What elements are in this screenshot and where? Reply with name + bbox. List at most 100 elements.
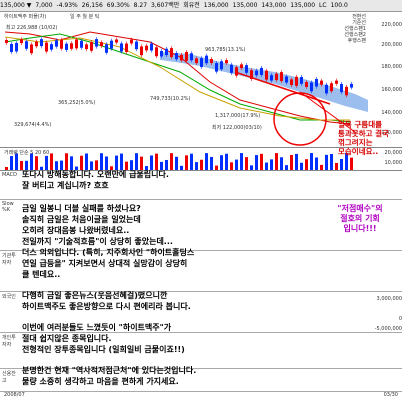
volume-bars <box>5 153 353 170</box>
volume-bar <box>100 153 103 170</box>
volume-bar <box>310 153 313 170</box>
axis-160000: 160,000 <box>381 87 402 93</box>
volume-bar <box>125 161 128 170</box>
volume-bar <box>240 153 243 170</box>
volume-bar <box>275 153 278 170</box>
annotation-line-9: 클 텐데요.. <box>22 270 61 279</box>
macd-label: MACD <box>2 172 17 178</box>
legend-base: 기준선 <box>352 20 366 26</box>
foreign-panel[interactable]: 외국인 <box>0 292 402 333</box>
annotation-line-3: 금일 일봉니 더블 실패를 하셨나요? <box>22 204 141 213</box>
cloud-note: 일목 구름대를 통과못하고 결국 꺾그려지는 모습이네요.. <box>338 120 389 156</box>
highlight-circle <box>273 92 327 146</box>
annotation-line-11: 하이트맥주도 좋은방향으로 다시 편에리라 봅니다. <box>22 302 191 311</box>
date-start: 2008/07 <box>4 392 25 398</box>
toolbar-item: 26,156 <box>81 2 103 9</box>
volume-bar <box>265 162 268 170</box>
macd-panel[interactable]: MACD <box>0 171 402 200</box>
volume-bar <box>235 159 238 170</box>
toolbar-item: 135,000 <box>290 2 316 9</box>
axis-120000: 120,000 <box>381 130 402 136</box>
volume-bar <box>350 157 353 170</box>
volume-bar <box>220 155 223 170</box>
legend-conversion: 전환선 <box>352 14 366 20</box>
volume-bar <box>200 159 203 170</box>
annotation-line-1: 또다시 방해동합니다. 오랜만에 급울립니다. <box>22 170 169 179</box>
toolbar-item: 143,000 <box>261 2 287 9</box>
price-label-5: 1,317,000(17.9%) <box>215 113 261 119</box>
volume-bar <box>290 154 293 170</box>
trend-arrow <box>234 71 331 105</box>
volume-bar <box>90 161 93 170</box>
volume-bar <box>190 153 193 170</box>
legend-span1: 선행스팬1 <box>344 26 366 32</box>
investor-label: 기관투자자 <box>2 253 16 266</box>
volume-bar <box>280 157 283 170</box>
volume-bar <box>85 153 88 170</box>
credit-panel[interactable]: 신용잔고 <box>0 369 402 392</box>
stoch-label: Slow %K <box>2 201 14 213</box>
toolbar-item: 69.30% <box>106 2 130 9</box>
legend-span2: 선행스팬2 <box>344 32 366 38</box>
volume-bar <box>175 156 178 170</box>
period-tabs[interactable]: 일 주 월 분 틱 <box>70 14 100 20</box>
volume-panel[interactable]: 거래량 단순 5 20 60 20,000 10,000 <box>0 148 402 171</box>
volume-bar <box>155 153 158 170</box>
price-label-3: 963,785(13.1%) <box>205 47 246 53</box>
volume-bar <box>25 160 28 170</box>
ichimoku-cloud <box>160 52 368 112</box>
investor-panel[interactable]: 기관투자자 <box>0 251 402 292</box>
volume-bar <box>215 165 218 170</box>
volume-bar <box>345 153 348 170</box>
lower-axis-2: 0 <box>398 316 402 322</box>
toolbar-item: 135,000 ▼ <box>0 2 32 9</box>
volume-bar <box>225 153 228 170</box>
volume-bar <box>320 164 323 170</box>
volume-bar <box>325 154 328 170</box>
volume-bar <box>70 156 73 170</box>
volume-bar <box>115 155 118 170</box>
date-end: 03/30 <box>383 392 398 398</box>
candle-chart-panel[interactable]: 하이트맥주 퍼플(차) 일 주 월 분 틱 최고 226,988 (10/02)… <box>0 12 402 148</box>
annotation-line-15: 분명한건 현재 "역사적저점근처"에 있다는것입니다. <box>22 366 197 375</box>
annotation-line-14: 전형적인 장투종목입니다 (일희일비 금물이죠!!) <box>22 345 185 354</box>
volume-bar <box>135 153 138 170</box>
volume-bar <box>10 156 13 170</box>
toolbar-item: 3,607백만 <box>151 2 180 9</box>
volume-bar <box>40 166 43 170</box>
stoch-panel[interactable]: Slow %K <box>0 200 402 251</box>
price-label-1: 365,252(5.0%) <box>58 100 96 106</box>
candles <box>5 37 353 98</box>
volume-bar <box>195 162 198 170</box>
price-label-2: 329,674(4.4%) <box>14 122 52 128</box>
chart-title: 하이트맥주 퍼플(차) <box>4 14 47 20</box>
annotation-line-4: 솔직히 금일은 처음이글을 일었는데 <box>22 215 141 224</box>
volume-bar <box>160 161 163 170</box>
quote-toolbar: 135,000 ▼ 7,000 -4.93% 26,156 69.30% 8.27 3,60… <box>0 0 402 12</box>
volume-bar <box>35 156 38 170</box>
high-price-label: 최고 226,988 (10/02) <box>6 25 58 31</box>
volume-bar <box>180 165 183 170</box>
annotation-line-7: 더스 의외입니다. (특히, 지주회사인 "하이트홀딩스 <box>22 248 195 257</box>
low-price-label: 최저 122,000(03/10) <box>212 125 262 131</box>
volume-bar <box>5 167 8 170</box>
volume-bar <box>305 159 308 170</box>
toolbar-item: 135,000 <box>232 2 258 9</box>
volume-bar <box>65 153 68 170</box>
volume-bar <box>50 153 53 170</box>
buy-chance-note: "저점매수"의 절호의 기회 입니다!!! <box>337 204 383 233</box>
axis-200000: 200,000 <box>381 42 402 48</box>
toolbar-item: 8.27 <box>133 2 148 9</box>
volume-bar <box>145 166 148 170</box>
program-panel[interactable]: 개인투자자 <box>0 333 402 369</box>
volume-bar <box>55 161 58 170</box>
volume-bar <box>95 160 98 170</box>
ichimoku-legend: 전환선 기준선 선행스팬1 선행스팬2 후행스팬 <box>344 14 366 44</box>
toolbar-item: 100.0 <box>330 2 348 9</box>
lower-axis-1: 3,000,000 <box>376 296 402 302</box>
volume-bar <box>140 156 143 170</box>
volume-bar <box>255 155 258 170</box>
volume-bar <box>165 159 168 170</box>
annotation-line-8: 연일 급등을" 지켜보면서 상대적 실망감이 상당히 <box>22 259 188 268</box>
highlight-pointer <box>299 91 356 133</box>
